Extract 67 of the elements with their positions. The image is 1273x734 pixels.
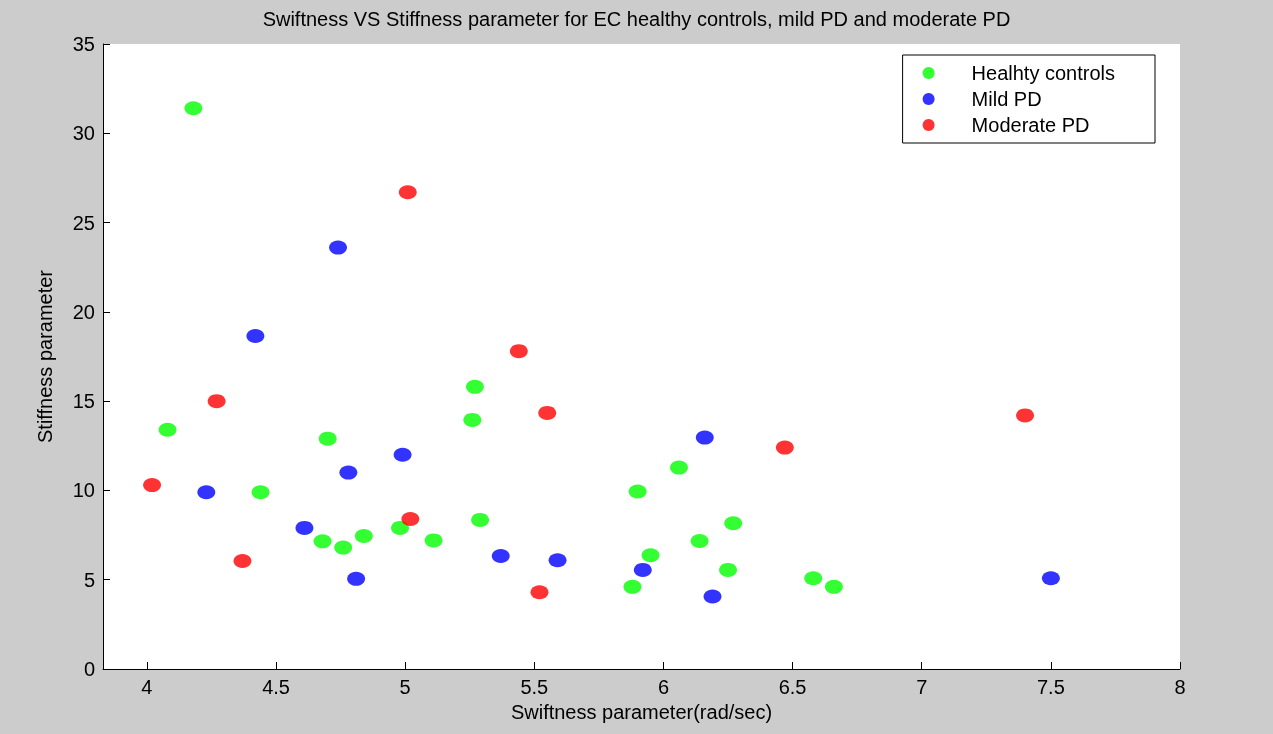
point: [628, 484, 647, 499]
y-tick-label: 20: [72, 300, 95, 323]
x-tick-label: 8: [1174, 676, 1186, 698]
x-tick-label: 6: [657, 676, 670, 698]
point: [391, 520, 410, 535]
point: [329, 240, 348, 255]
x-axis-title: Swiftness parameter(rad/sec): [510, 700, 773, 723]
y-tick-label: 10: [72, 479, 95, 502]
point: [334, 540, 353, 555]
x-tick-label: 5: [399, 676, 411, 698]
x-tick-label: 4.5: [262, 676, 290, 698]
point: [463, 412, 482, 427]
point: [1041, 571, 1060, 586]
point: [719, 562, 738, 577]
point: [775, 440, 794, 455]
x-tick-label: 7: [916, 676, 928, 698]
point: [401, 512, 420, 526]
point: [465, 379, 484, 394]
point: [246, 328, 265, 343]
point: [207, 394, 226, 409]
point: [424, 533, 443, 548]
point: [824, 579, 843, 594]
x-tick-label: 5.5: [520, 676, 549, 698]
point: [197, 485, 216, 500]
point: [695, 430, 714, 445]
point: [339, 465, 358, 480]
point: [633, 562, 652, 577]
point: [398, 185, 417, 200]
y-tick-label: 5: [83, 568, 95, 591]
point: [233, 553, 252, 568]
point: [548, 553, 567, 568]
y-tick-label: 30: [72, 122, 95, 145]
legend-label: Moderate PD: [971, 114, 1090, 136]
point: [251, 485, 270, 500]
x-tick-label: 6.5: [778, 676, 807, 698]
y-tick-label: 25: [72, 211, 95, 234]
y-tick-label: 15: [72, 390, 95, 413]
point: [538, 405, 557, 420]
x-tick-label: 4: [141, 676, 153, 698]
point: [318, 431, 337, 446]
y-tick-label: 35: [72, 33, 95, 55]
point: [158, 422, 177, 437]
point: [354, 528, 373, 543]
point: [623, 579, 642, 594]
point: [471, 512, 490, 527]
point: [669, 460, 688, 475]
point: [690, 533, 709, 548]
point: [724, 516, 743, 531]
legend-label: Mild PD: [971, 88, 1042, 110]
point: [509, 344, 528, 359]
chart-title: Swiftness VS Stiffness parameter for EC healthy controls, mild PD and moderate PD: [262, 8, 1011, 30]
x-tick-label: 7.5: [1036, 676, 1065, 698]
point: [491, 548, 510, 563]
y-tick-label: 0: [83, 658, 95, 680]
point: [1016, 408, 1035, 423]
point: [313, 534, 332, 549]
point: [530, 585, 549, 600]
point: [184, 101, 203, 116]
point: [143, 478, 162, 493]
y-axis-title: Stiffness parameter: [34, 269, 56, 444]
point: [804, 571, 823, 586]
point: [393, 447, 412, 462]
point: [295, 520, 314, 535]
point: [703, 589, 722, 604]
point: [347, 571, 366, 586]
legend-label: Healhty controls: [971, 62, 1116, 84]
point: [641, 548, 660, 563]
